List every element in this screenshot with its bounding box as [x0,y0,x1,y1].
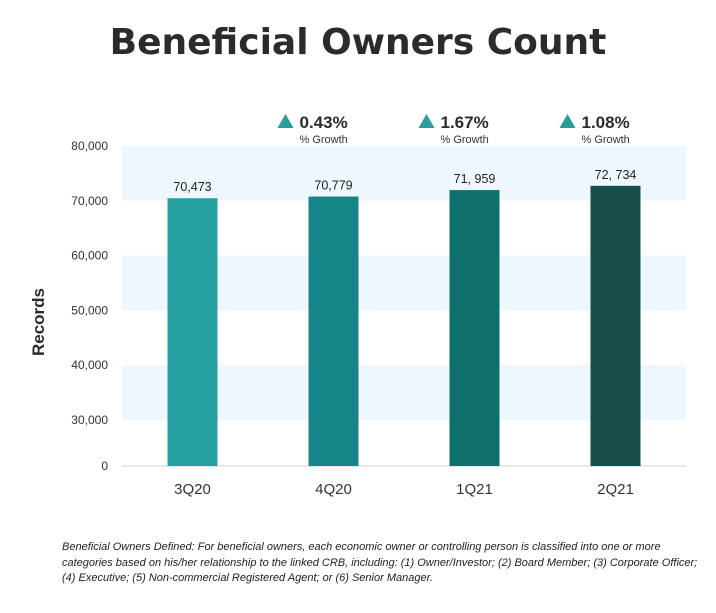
footnote: Beneficial Owners Defined: For beneficia… [62,541,698,584]
y-tick-label: 80,000 [71,139,108,153]
chart-title: Beneficial Owners Count [109,22,607,63]
growth-up-arrow-icon [418,114,435,128]
y-tick-label: 40,000 [71,358,108,372]
data-label: 72, 734 [595,168,637,182]
growth-label: % Growth [582,134,630,146]
bar [308,196,359,467]
x-tick-label: 3Q20 [174,481,211,498]
data-label: 71, 959 [454,172,496,186]
data-label: 70,779 [314,179,352,193]
growth-value: 0.43% [300,113,348,132]
growth-label: % Growth [300,134,348,146]
y-tick-label: 30,000 [71,413,108,427]
x-tick-label: 2Q21 [597,481,634,498]
y-axis-label: Records [29,288,48,356]
y-tick-label: 0 [101,459,108,473]
y-tick-label: 60,000 [71,249,108,263]
bar [449,190,500,466]
growth-label: % Growth [441,134,489,146]
y-tick-label: 70,000 [71,194,108,208]
bar [590,185,641,466]
bar-chart: 0 30,000 40,000 50,000 60,000 70,000 80,000 Rec… [29,113,686,498]
growth-up-arrow-icon [559,114,576,128]
y-tick-label: 50,000 [71,303,108,317]
growth-up-arrow-icon [277,114,294,128]
bar [167,198,218,467]
data-label: 70,473 [173,180,211,194]
x-tick-label: 1Q21 [456,481,493,498]
growth-value: 1.67% [441,113,489,132]
growth-value: 1.08% [582,113,630,132]
x-tick-label: 4Q20 [315,481,352,498]
